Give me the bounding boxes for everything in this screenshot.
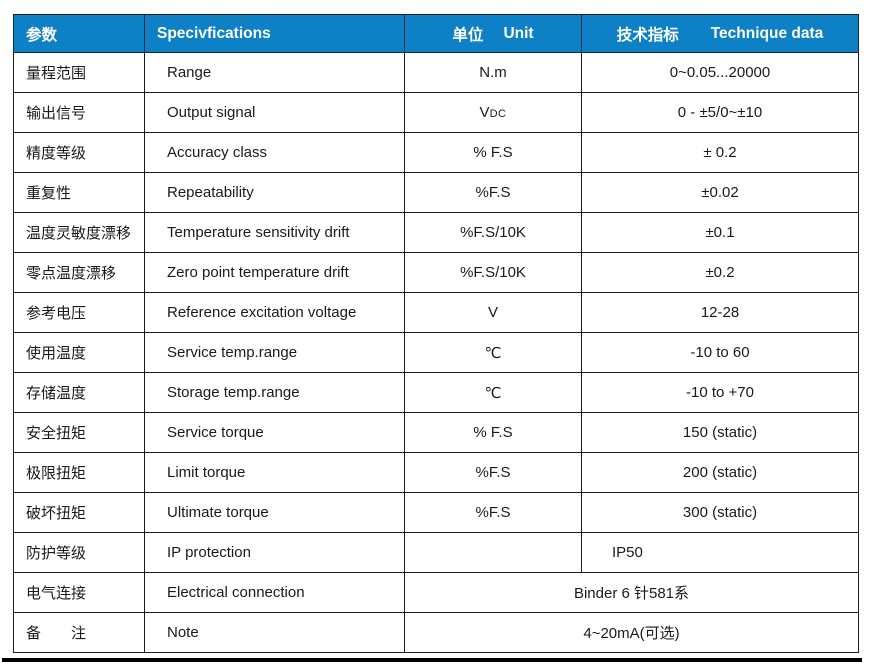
unit-cell: V [404, 292, 582, 333]
unit-subscript: DC [489, 108, 507, 120]
value-cell: 300 (static) [581, 492, 859, 533]
unit-cell: ℃ [404, 332, 582, 373]
spec-en-cell: Repeatability [144, 172, 405, 213]
value-cell: ±0.2 [581, 252, 859, 293]
param-zh-cell: 零点温度漂移 [13, 252, 145, 293]
spec-en-cell: Note [144, 612, 405, 653]
param-zh-cell: 精度等级 [13, 132, 145, 173]
spec-en-cell: IP protection [144, 532, 405, 573]
spec-en-cell: Storage temp.range [144, 372, 405, 413]
unit-cell: N.m [404, 52, 582, 93]
header-technique-data: 技术指标 Technique data [581, 14, 859, 53]
table-row-output-signal: 输出信号 Output signal VDC 0 - ±5/0~±10 [13, 92, 859, 133]
table-header-row: 参数 Specivfications 单位 Unit 技术指标 Techniqu… [13, 14, 859, 53]
table-row-zero-point-temperature-drift: 零点温度漂移 Zero point temperature drift %F.S… [13, 252, 859, 293]
table-row-ip-protection: 防护等级 IP protection IP50 [13, 532, 859, 573]
unit-cell: % F.S [404, 412, 582, 453]
value-cell: 0 - ±5/0~±10 [581, 92, 859, 133]
spec-en-cell: Temperature sensitivity drift [144, 212, 405, 253]
unit-cell: %F.S/10K [404, 212, 582, 253]
value-cell: ±0.02 [581, 172, 859, 213]
unit-cell: VDC [404, 92, 582, 133]
table-row-service-torque: 安全扭矩 Service torque % F.S 150 (static) [13, 412, 859, 453]
spec-en-cell: Electrical connection [144, 572, 405, 613]
value-cell: ±0.1 [581, 212, 859, 253]
value-cell: ± 0.2 [581, 132, 859, 173]
param-zh-cell: 电气连接 [13, 572, 145, 613]
bottom-horizontal-rule [2, 658, 862, 662]
unit-cell: %F.S/10K [404, 252, 582, 293]
spec-en-cell: Ultimate torque [144, 492, 405, 533]
spec-en-cell: Limit torque [144, 452, 405, 493]
table-row-ultimate-torque: 破坏扭矩 Ultimate torque %F.S 300 (static) [13, 492, 859, 533]
table-row-reference-excitation-voltage: 参考电压 Reference excitation voltage V 12-2… [13, 292, 859, 333]
unit-cell: %F.S [404, 452, 582, 493]
param-zh-cell: 参考电压 [13, 292, 145, 333]
table-row-range: 量程范围 Range N.m 0~0.05...20000 [13, 52, 859, 93]
param-zh-cell: 破坏扭矩 [13, 492, 145, 533]
spec-en-cell: Service temp.range [144, 332, 405, 373]
unit-cell [404, 532, 582, 573]
value-cell: 150 (static) [581, 412, 859, 453]
unit-cell: ℃ [404, 372, 582, 413]
value-cell: -10 to 60 [581, 332, 859, 373]
header-unit-en: Unit [503, 24, 534, 42]
table-row-repeatability: 重复性 Repeatability %F.S ±0.02 [13, 172, 859, 213]
unit-main: V [479, 104, 490, 121]
spec-en-cell: Range [144, 52, 405, 93]
value-cell: IP50 [581, 532, 859, 573]
param-zh-cell: 备 注 [13, 612, 145, 653]
header-specifications: Specivfications [144, 14, 405, 53]
value-cell: 200 (static) [581, 452, 859, 493]
header-unit: 单位 Unit [404, 14, 582, 53]
spec-en-cell: Service torque [144, 412, 405, 453]
unit-cell: % F.S [404, 132, 582, 173]
value-cell-merged: 4~20mA(可选) [404, 612, 859, 653]
table-row-note: 备 注 Note 4~20mA(可选) [13, 612, 859, 653]
param-zh-cell: 安全扭矩 [13, 412, 145, 453]
table-row-temperature-sensitivity-drift: 温度灵敏度漂移 Temperature sensitivity drift %F… [13, 212, 859, 253]
table-row-service-temp-range: 使用温度 Service temp.range ℃ -10 to 60 [13, 332, 859, 373]
table-row-electrical-connection: 电气连接 Electrical connection Binder 6 针581… [13, 572, 859, 613]
value-cell-merged: Binder 6 针581系 [404, 572, 859, 613]
header-param-zh: 参数 [13, 14, 145, 53]
param-zh-cell: 温度灵敏度漂移 [13, 212, 145, 253]
spec-en-cell: Output signal [144, 92, 405, 133]
value-cell: 12-28 [581, 292, 859, 333]
specification-table: 参数 Specivfications 单位 Unit 技术指标 Techniqu… [13, 14, 859, 653]
unit-cell: %F.S [404, 492, 582, 533]
unit-cell: %F.S [404, 172, 582, 213]
table-row-storage-temp-range: 存储温度 Storage temp.range ℃ -10 to +70 [13, 372, 859, 413]
header-technique-en: Technique data [710, 24, 824, 42]
param-zh-cell: 量程范围 [13, 52, 145, 93]
table-row-limit-torque: 极限扭矩 Limit torque %F.S 200 (static) [13, 452, 859, 493]
table-row-accuracy-class: 精度等级 Accuracy class % F.S ± 0.2 [13, 132, 859, 173]
param-zh-cell: 防护等级 [13, 532, 145, 573]
value-cell: -10 to +70 [581, 372, 859, 413]
spec-en-cell: Zero point temperature drift [144, 252, 405, 293]
spec-en-cell: Reference excitation voltage [144, 292, 405, 333]
param-zh-cell: 使用温度 [13, 332, 145, 373]
param-zh-cell: 重复性 [13, 172, 145, 213]
param-zh-cell: 极限扭矩 [13, 452, 145, 493]
param-zh-cell: 输出信号 [13, 92, 145, 133]
value-cell: 0~0.05...20000 [581, 52, 859, 93]
header-unit-zh: 单位 [452, 26, 484, 44]
param-zh-cell: 存储温度 [13, 372, 145, 413]
spec-en-cell: Accuracy class [144, 132, 405, 173]
header-technique-zh: 技术指标 [616, 26, 679, 44]
